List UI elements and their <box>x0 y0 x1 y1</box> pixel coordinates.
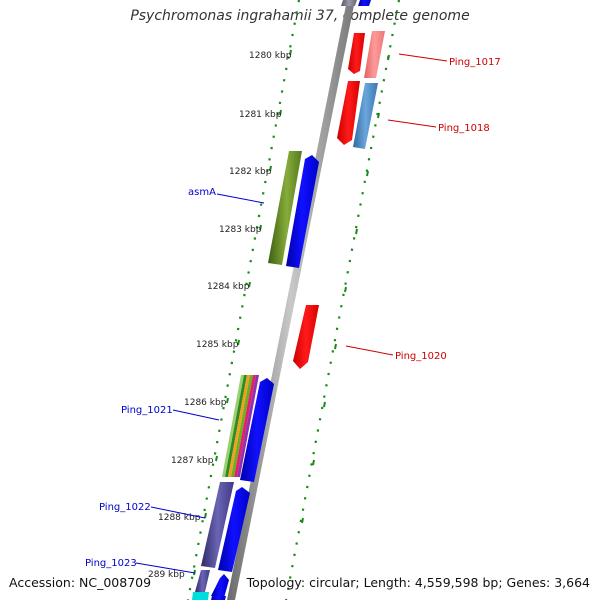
tick-label: 1281 kbp <box>239 110 282 120</box>
gene-label-ping-1017[interactable]: Ping_1017 <box>449 57 501 68</box>
tick-label: 1288 kbp <box>158 513 201 523</box>
gene-label-ping-1018[interactable]: Ping_1018 <box>438 123 490 134</box>
callout-ping-1022 <box>150 506 206 519</box>
gene-asma <box>268 151 302 265</box>
outer-major-ticks <box>301 54 390 524</box>
gene-label-ping-1023[interactable]: Ping_1023 <box>85 558 137 569</box>
gene-ping-1021-multicolor <box>222 375 259 477</box>
accession-label: Accession: NC_008709 <box>9 575 152 590</box>
gene-ping-1017-pink <box>364 31 385 78</box>
callout-ping-1023 <box>135 562 196 574</box>
tick-label: 1285 kbp <box>196 340 239 350</box>
tick-label: 1282 kbp <box>229 167 272 177</box>
gene-ping-1022-blue <box>218 487 250 572</box>
callout-ping-1021 <box>172 409 220 421</box>
gene-feature-top-blue <box>358 0 371 6</box>
tick-label: 1286 kbp <box>184 398 227 408</box>
gene-feature-top-grey <box>341 0 357 6</box>
gene-label-ping-1021[interactable]: Ping_1021 <box>121 405 173 416</box>
gene-ping-1021-blue <box>240 378 274 482</box>
tick-label: 1287 kbp <box>171 456 214 466</box>
map-title: Psychromonas ingrahamii 37, complete gen… <box>130 8 470 24</box>
gene-label-ping-1022[interactable]: Ping_1022 <box>99 502 151 513</box>
tick-label: 1280 kbp <box>249 51 292 61</box>
gene-ping-1018-red <box>337 81 360 145</box>
gene-label-ping-1020[interactable]: Ping_1020 <box>395 351 447 362</box>
tick-label: 289 kbp <box>148 570 185 580</box>
gene-ping-1018-steel <box>353 83 378 149</box>
callout-ping-1020 <box>345 345 394 356</box>
outer-tick-line <box>284 0 401 600</box>
tick-label: 1284 kbp <box>207 282 250 292</box>
callout-asma <box>216 193 265 204</box>
gene-bottom-cyan <box>192 592 209 600</box>
gene-ping-1022-purple <box>201 482 234 568</box>
callout-ping-1018 <box>387 119 437 128</box>
gene-label-asma[interactable]: asmA <box>188 187 216 198</box>
gene-ping-1017-red <box>348 33 365 74</box>
gene-asma-blue <box>286 155 319 268</box>
callout-ping-1017 <box>398 53 448 62</box>
genome-backbone <box>227 0 355 600</box>
gene-bottom-blue <box>211 596 226 600</box>
gene-ping-1023-blue <box>211 574 229 598</box>
genome-summary: Topology: circular; Length: 4,559,598 bp… <box>246 575 590 590</box>
gene-ping-1020 <box>293 305 319 369</box>
gene-ping-1023-grey <box>195 570 210 592</box>
tick-label: 1283 kbp <box>219 225 262 235</box>
